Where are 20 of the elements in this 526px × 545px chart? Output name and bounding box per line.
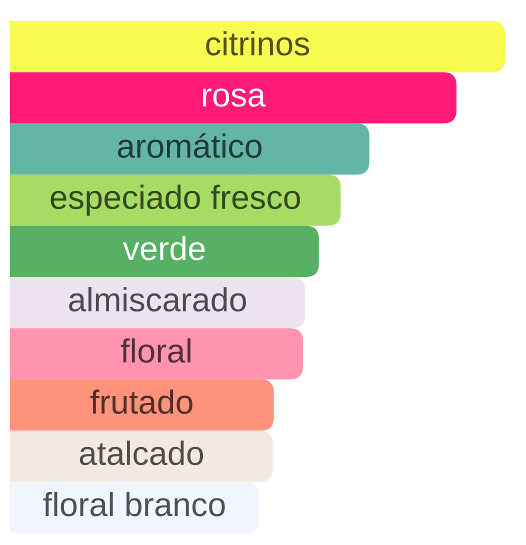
bar xyxy=(10,21,505,72)
bar xyxy=(10,226,319,277)
bar xyxy=(10,123,370,175)
y-tick-label: citrinos xyxy=(206,31,310,56)
bar xyxy=(10,379,274,431)
y-tick-label: almiscarado xyxy=(69,287,246,312)
bar xyxy=(10,482,259,533)
y-tick-label: floral xyxy=(120,338,190,363)
y-tick-label: especiado fresco xyxy=(50,184,300,216)
bar xyxy=(10,174,341,226)
y-tick-label: floral branco xyxy=(43,492,225,516)
bar xyxy=(10,72,456,124)
bar xyxy=(10,277,306,328)
bar xyxy=(10,430,273,482)
y-tick-label: aromático xyxy=(118,133,262,158)
y-tick-label: verde xyxy=(122,236,205,260)
bar xyxy=(10,328,304,380)
y-tick-label: rosa xyxy=(203,88,266,107)
y-tick-label: frutado xyxy=(90,389,192,414)
y-tick-label: atalcado xyxy=(80,440,204,466)
